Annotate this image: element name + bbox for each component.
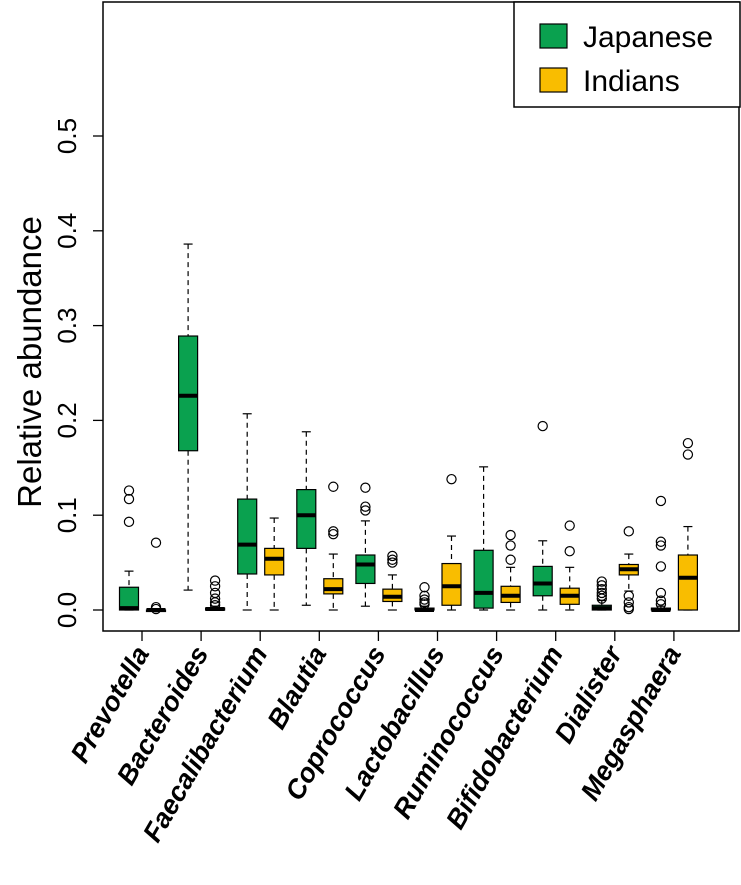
box-iqr [323,578,344,595]
y-tick-label: 0.5 [52,118,82,154]
outlier-point [150,603,162,615]
outlier-point [328,526,339,537]
outlier-point [655,495,667,507]
outlier-point [596,587,608,599]
outlier-point [655,536,667,547]
outlier-point [623,597,635,608]
outlier-point [209,600,221,611]
outlier-point [564,546,575,557]
box-iqr [355,554,376,585]
box-ruminococcus-japanese [473,466,494,611]
box-bifidobacterium-indians [559,520,580,611]
outlier-point [209,593,221,604]
outlier-point [328,481,339,492]
outlier-point [623,526,635,537]
box-prevotella-japanese [118,485,140,611]
box-iqr [677,554,699,611]
box-iqr [264,547,285,576]
outlier-point [682,449,694,460]
outlier-point [623,590,635,601]
box-iqr [532,565,553,597]
outlier-point [419,594,430,605]
outlier-point [505,554,516,565]
outlier-point [655,540,667,551]
outlier-point [123,485,135,496]
box-megasphaera-indians [677,437,699,611]
plot-frame [102,1,740,632]
legend-label-indians: Indians [583,65,680,98]
outlier-point [209,581,221,592]
box-iqr [237,498,258,575]
outlier-point [360,482,371,493]
outlier-point [564,520,575,531]
outlier-point [387,550,398,562]
outlier-point [387,557,398,568]
outlier-point [123,493,135,505]
box-coprococcus-japanese [355,482,376,607]
y-axis: 0.0 0.1 0.2 0.3 0.4 0.5 [52,118,103,628]
x-axis-categories: PrevotellaBacteroidesFaecalibacteriumBla… [65,631,687,847]
outlier-point [682,437,694,449]
y-tick-label: 0.0 [52,592,82,628]
outlier-point [505,540,516,551]
box-bacteroides-indians [205,575,226,612]
outlier-point [360,505,371,516]
outlier-point [623,603,635,615]
y-tick-label: 0.1 [52,497,82,533]
outlier-point [596,580,608,591]
outlier-point [596,576,608,587]
box-coprococcus-indians [382,550,403,611]
outlier-point [596,593,608,604]
outlier-point [596,590,608,601]
plot-area [102,1,740,632]
outlier-point [209,575,221,586]
y-tick-label: 0.3 [52,308,82,344]
outlier-point [537,420,548,432]
box-megasphaera-japanese [650,495,672,612]
outlier-point [505,529,516,541]
outlier-point [655,595,667,606]
box-dialister-indians [618,526,639,615]
outlier-point [446,473,457,485]
box-iqr [178,335,199,452]
outlier-point [328,528,339,540]
box-blautia-indians [323,481,344,611]
outlier-point [419,590,430,601]
outlier-point [209,597,221,608]
outlier-point [419,599,430,610]
y-tick-label: 0.2 [52,402,82,438]
outlier-point [150,537,162,548]
y-tick-label: 0.4 [52,213,82,249]
box-dialister-japanese [591,576,612,611]
legend: Japanese Indians [513,1,741,108]
box-faecalibacterium-indians [264,517,285,611]
y-axis-title: Relative abundance [11,216,48,508]
box-iqr [473,549,494,609]
outlier-point [419,582,430,593]
box-lactobacillus-japanese [414,582,435,612]
box-prevotella-indians [145,537,167,615]
box-faecalibacterium-japanese [237,413,258,611]
outlier-point [387,554,398,565]
box-blautia-japanese [296,431,317,606]
outlier-point [655,587,667,599]
box-bacteroides-japanese [178,243,199,591]
legend-swatch-indians [539,67,568,93]
box-lactobacillus-indians [441,473,462,611]
legend-label-japanese: Japanese [583,21,713,54]
outlier-point [123,516,135,528]
box-iqr [296,489,317,549]
outlier-point [655,599,667,610]
box-bifidobacterium-japanese [532,420,553,611]
legend-swatch-japanese [539,23,568,49]
outlier-point [360,501,371,512]
outlier-point [655,561,667,572]
box-ruminococcus-indians [500,529,521,611]
